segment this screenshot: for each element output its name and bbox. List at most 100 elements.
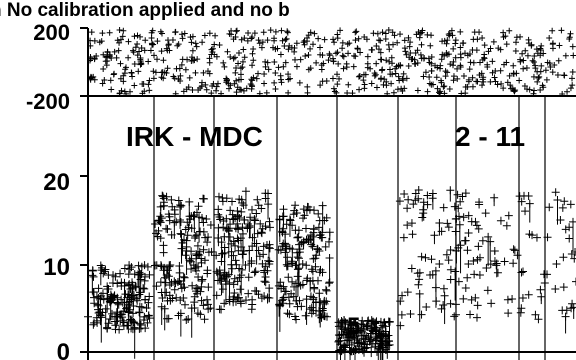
top-point	[98, 38, 105, 45]
top-point	[154, 56, 161, 63]
cluster-point	[310, 283, 319, 292]
data-point	[142, 304, 151, 312]
cluster-point	[124, 281, 133, 290]
top-point	[292, 56, 299, 63]
top-point	[117, 60, 124, 67]
top-point	[510, 62, 517, 69]
top-point	[378, 67, 385, 74]
cluster-point	[293, 253, 302, 262]
top-point	[311, 30, 318, 37]
cluster-point	[182, 315, 191, 324]
cluster-point	[351, 319, 360, 328]
cluster-point	[170, 277, 179, 286]
cluster-point	[251, 216, 260, 225]
cluster-point	[235, 213, 244, 222]
cluster-point	[253, 195, 262, 204]
top-point	[248, 35, 255, 42]
top-point	[542, 67, 549, 74]
top-point	[389, 29, 396, 36]
top-point	[434, 85, 441, 92]
top-point	[150, 75, 157, 82]
top-point	[293, 40, 300, 47]
top-point	[339, 52, 346, 59]
top-point	[397, 62, 404, 69]
top-point	[315, 35, 322, 42]
cluster-point	[350, 318, 359, 327]
cluster-point	[151, 261, 160, 270]
cluster-point	[182, 236, 191, 245]
top-point	[164, 47, 171, 54]
top-point	[131, 61, 138, 68]
cluster-point	[365, 337, 374, 346]
cluster-point	[198, 275, 207, 284]
cluster-point	[279, 295, 288, 304]
top-point	[163, 70, 170, 77]
cluster-point	[289, 292, 298, 301]
top-point	[337, 27, 344, 34]
cluster-point	[108, 309, 117, 318]
top-point	[189, 87, 196, 94]
cluster-point	[99, 269, 108, 278]
top-point	[405, 34, 412, 41]
cluster-point	[264, 256, 273, 265]
cluster-point	[220, 299, 229, 308]
top-point	[148, 40, 155, 47]
top-point	[469, 74, 476, 81]
cluster-point	[482, 263, 491, 272]
top-point	[170, 73, 177, 80]
top-point	[272, 28, 279, 35]
top-point	[388, 80, 395, 87]
top-point	[459, 40, 466, 47]
cluster-point	[173, 277, 182, 286]
top-point	[428, 54, 435, 61]
cluster-point	[199, 245, 208, 254]
cluster-point	[151, 219, 160, 228]
cluster-point	[395, 197, 404, 206]
top-point	[414, 60, 421, 67]
top-point	[138, 61, 145, 68]
top-point	[160, 75, 167, 82]
top-point	[442, 68, 449, 75]
top-point	[396, 77, 403, 84]
top-point	[354, 46, 361, 53]
top-point	[417, 51, 424, 58]
cluster-point	[159, 248, 168, 257]
cluster-point	[134, 261, 143, 270]
top-point	[188, 39, 195, 46]
top-point	[173, 65, 180, 72]
top-point	[331, 88, 338, 95]
top-point	[285, 46, 292, 53]
top-point	[530, 58, 537, 65]
top-point	[432, 62, 439, 69]
cluster-point	[285, 299, 294, 308]
cluster-point	[237, 265, 246, 274]
top-point	[489, 58, 496, 65]
top-point	[413, 31, 420, 38]
top-point	[524, 52, 531, 59]
top-point	[208, 51, 215, 58]
top-point	[447, 61, 454, 68]
top-point	[239, 58, 246, 65]
top-point	[344, 41, 351, 48]
top-point	[477, 59, 484, 66]
cluster-point	[478, 236, 487, 245]
top-point	[444, 37, 451, 44]
top-point	[244, 37, 251, 44]
top-point	[385, 27, 392, 34]
cluster-point	[244, 219, 253, 228]
top-point	[175, 41, 182, 48]
top-point	[500, 29, 507, 36]
cluster-point	[446, 265, 455, 274]
cluster-point	[559, 283, 568, 292]
cluster-point	[354, 328, 363, 337]
cluster-point	[461, 283, 470, 292]
cluster-point	[302, 261, 311, 270]
cluster-point	[252, 287, 261, 296]
cluster-point	[439, 301, 448, 310]
cluster-point	[217, 257, 226, 266]
top-point	[237, 65, 244, 72]
cluster-point	[446, 275, 455, 284]
top-point	[228, 31, 235, 38]
cluster-point	[303, 202, 312, 211]
cluster-point	[214, 192, 223, 201]
